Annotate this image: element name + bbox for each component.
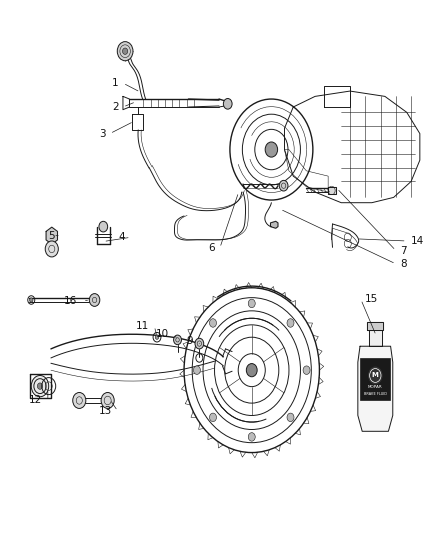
Text: 12: 12	[29, 395, 42, 406]
Circle shape	[173, 335, 181, 345]
Text: 7: 7	[400, 246, 407, 255]
Circle shape	[37, 383, 42, 389]
Circle shape	[195, 338, 204, 349]
Text: 15: 15	[365, 294, 378, 304]
Text: 6: 6	[208, 243, 215, 253]
Circle shape	[287, 413, 294, 422]
Circle shape	[101, 392, 114, 408]
Circle shape	[367, 366, 383, 385]
Text: 1: 1	[112, 78, 119, 88]
Text: 14: 14	[411, 236, 424, 246]
Circle shape	[99, 221, 108, 232]
Circle shape	[117, 42, 133, 61]
Circle shape	[248, 433, 255, 441]
Polygon shape	[46, 227, 57, 244]
Polygon shape	[369, 330, 382, 346]
Text: 5: 5	[49, 231, 55, 241]
Circle shape	[73, 392, 86, 408]
Circle shape	[209, 319, 216, 327]
Polygon shape	[271, 221, 278, 228]
Circle shape	[155, 335, 159, 340]
Polygon shape	[367, 322, 383, 330]
Text: 10: 10	[155, 329, 169, 339]
Circle shape	[29, 298, 33, 302]
Text: 13: 13	[99, 406, 112, 416]
Circle shape	[89, 294, 100, 306]
Text: 8: 8	[400, 259, 407, 269]
Circle shape	[31, 375, 49, 397]
Text: 3: 3	[99, 128, 106, 139]
Text: 4: 4	[119, 232, 125, 243]
Circle shape	[248, 299, 255, 308]
Circle shape	[194, 366, 201, 374]
Circle shape	[45, 241, 58, 257]
Circle shape	[209, 413, 216, 422]
Text: 11: 11	[136, 321, 149, 331]
Text: M: M	[372, 373, 379, 378]
Circle shape	[279, 180, 288, 191]
FancyBboxPatch shape	[360, 359, 390, 400]
Circle shape	[246, 364, 257, 377]
Text: 2: 2	[112, 102, 119, 112]
Text: 16: 16	[64, 296, 77, 306]
Circle shape	[287, 319, 294, 327]
Circle shape	[265, 142, 278, 157]
Polygon shape	[328, 187, 336, 193]
Circle shape	[223, 99, 232, 109]
Polygon shape	[358, 346, 393, 431]
Circle shape	[123, 48, 128, 54]
Circle shape	[303, 366, 310, 374]
Text: BRAKE FLUID: BRAKE FLUID	[364, 392, 387, 396]
Text: MOPAR: MOPAR	[368, 385, 383, 389]
Text: 9: 9	[186, 336, 193, 346]
